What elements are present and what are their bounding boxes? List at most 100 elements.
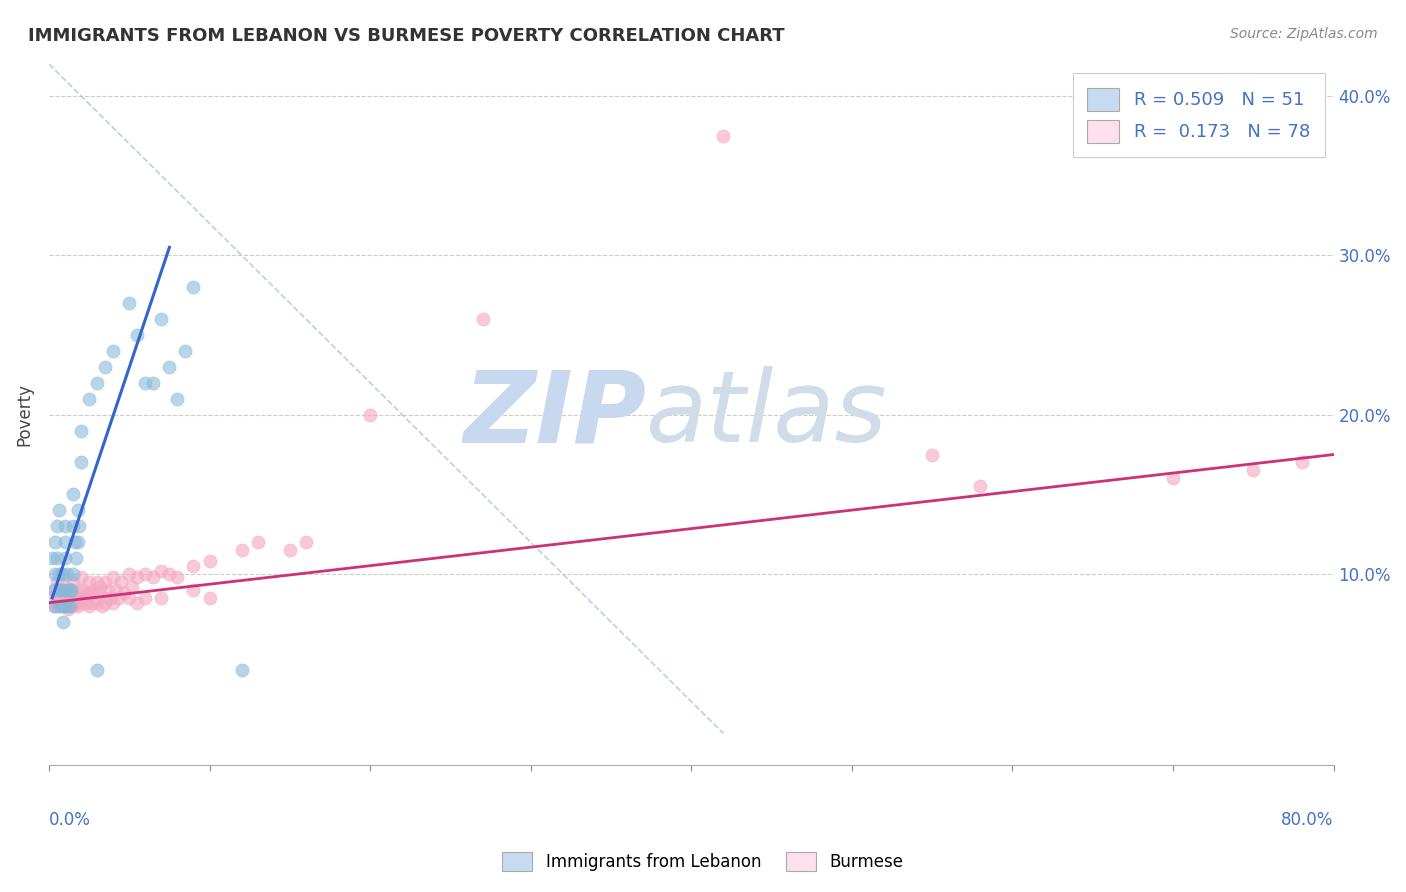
- Point: [86, 574, 108, 589]
- Point: [77, 392, 100, 406]
- Point: [44, 567, 66, 582]
- Point: [127, 596, 149, 610]
- Point: [231, 663, 253, 677]
- Point: [105, 582, 128, 597]
- Point: [60, 582, 83, 597]
- Point: [75, 596, 97, 610]
- Point: [58, 602, 80, 616]
- Point: [97, 582, 120, 597]
- Point: [66, 503, 89, 517]
- Point: [142, 376, 165, 390]
- Point: [86, 596, 108, 610]
- Legend: Immigrants from Lebanon, Burmese: Immigrants from Lebanon, Burmese: [494, 843, 912, 880]
- Point: [53, 535, 76, 549]
- Point: [118, 591, 141, 605]
- Point: [49, 599, 72, 613]
- Point: [77, 599, 100, 613]
- Point: [134, 567, 156, 582]
- Point: [134, 591, 156, 605]
- Point: [94, 359, 117, 374]
- Point: [1291, 455, 1313, 469]
- Point: [121, 580, 143, 594]
- Point: [44, 599, 66, 613]
- Point: [52, 596, 75, 610]
- Point: [921, 448, 943, 462]
- Point: [80, 586, 103, 600]
- Text: ZIP: ZIP: [464, 367, 647, 463]
- Point: [62, 574, 84, 589]
- Point: [53, 519, 76, 533]
- Point: [103, 596, 125, 610]
- Point: [59, 599, 82, 613]
- Point: [76, 586, 98, 600]
- Point: [359, 408, 381, 422]
- Point: [42, 582, 65, 597]
- Point: [65, 551, 87, 566]
- Point: [46, 519, 69, 533]
- Point: [118, 567, 141, 582]
- Point: [66, 582, 89, 597]
- Point: [63, 586, 86, 600]
- Point: [70, 570, 93, 584]
- Point: [53, 582, 76, 597]
- Point: [41, 591, 63, 605]
- Point: [98, 591, 121, 605]
- Y-axis label: Poverty: Poverty: [15, 384, 32, 446]
- Point: [58, 591, 80, 605]
- Point: [70, 424, 93, 438]
- Point: [49, 599, 72, 613]
- Point: [150, 312, 173, 326]
- Point: [103, 343, 125, 358]
- Point: [63, 535, 86, 549]
- Point: [127, 328, 149, 343]
- Point: [157, 567, 180, 582]
- Point: [183, 559, 205, 574]
- Point: [118, 296, 141, 310]
- Point: [62, 519, 84, 533]
- Point: [94, 596, 117, 610]
- Point: [198, 554, 221, 568]
- Point: [59, 582, 82, 597]
- Point: [51, 567, 73, 582]
- Point: [49, 582, 72, 597]
- Point: [51, 586, 73, 600]
- Point: [94, 574, 117, 589]
- Point: [1241, 463, 1264, 477]
- Point: [41, 551, 63, 566]
- Point: [44, 535, 66, 549]
- Text: IMMIGRANTS FROM LEBANON VS BURMESE POVERTY CORRELATION CHART: IMMIGRANTS FROM LEBANON VS BURMESE POVER…: [28, 27, 785, 45]
- Point: [52, 599, 75, 613]
- Point: [110, 574, 132, 589]
- Point: [66, 599, 89, 613]
- Point: [58, 599, 80, 613]
- Point: [471, 312, 494, 326]
- Point: [55, 586, 77, 600]
- Text: atlas: atlas: [647, 367, 889, 463]
- Point: [713, 128, 735, 143]
- Point: [59, 586, 82, 600]
- Point: [134, 376, 156, 390]
- Point: [91, 599, 114, 613]
- Point: [65, 596, 87, 610]
- Point: [60, 596, 83, 610]
- Point: [127, 570, 149, 584]
- Point: [52, 615, 75, 629]
- Point: [62, 567, 84, 582]
- Point: [58, 582, 80, 597]
- Point: [166, 570, 188, 584]
- Point: [166, 392, 188, 406]
- Point: [53, 599, 76, 613]
- Point: [42, 582, 65, 597]
- Point: [150, 564, 173, 578]
- Point: [53, 580, 76, 594]
- Point: [1161, 471, 1184, 485]
- Point: [83, 582, 105, 597]
- Point: [150, 591, 173, 605]
- Point: [48, 503, 70, 517]
- Point: [73, 591, 96, 605]
- Point: [53, 551, 76, 566]
- Point: [49, 582, 72, 597]
- Point: [87, 586, 110, 600]
- Point: [46, 599, 69, 613]
- Point: [70, 455, 93, 469]
